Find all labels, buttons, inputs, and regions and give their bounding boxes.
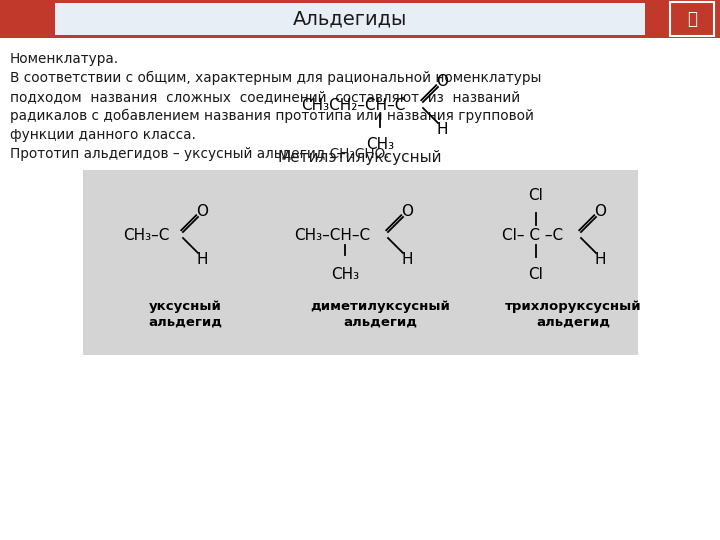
- Bar: [670, 2, 714, 36]
- Text: Альдегиды: Альдегиды: [293, 10, 408, 29]
- Text: Метилэтилуксусный: Метилэтилуксусный: [278, 150, 442, 165]
- Text: трихлоруксусный
альдегид: трихлоруксусный альдегид: [505, 300, 642, 329]
- Text: 🔌: 🔌: [687, 10, 697, 28]
- Text: CH₃CH₂–CH–C: CH₃CH₂–CH–C: [301, 98, 405, 112]
- Text: O: O: [196, 204, 208, 219]
- Text: O: O: [594, 204, 606, 219]
- Text: CH₃: CH₃: [366, 137, 394, 152]
- Text: Cl: Cl: [528, 267, 544, 282]
- Text: В соответствии с общим, характерным для рациональной номенклатуры: В соответствии с общим, характерным для …: [10, 71, 541, 85]
- Text: Cl: Cl: [528, 188, 544, 203]
- Text: Cl– C –C: Cl– C –C: [502, 227, 563, 242]
- Text: O: O: [401, 204, 413, 219]
- Text: H: H: [401, 252, 413, 267]
- Text: функции данного класса.: функции данного класса.: [10, 128, 196, 142]
- Text: диметилуксусный
альдегид: диметилуксусный альдегид: [310, 300, 450, 329]
- Bar: [55, 3, 645, 35]
- Text: O: O: [436, 73, 448, 89]
- Bar: [83, 170, 638, 355]
- Text: радикалов с добавлением названия прототипа или названия групповой: радикалов с добавлением названия прототи…: [10, 109, 534, 123]
- Text: H: H: [436, 122, 448, 137]
- Text: подходом  названия  сложных  соединений  составляют  из  названий: подходом названия сложных соединений сос…: [10, 90, 520, 104]
- Text: Номенклатура.: Номенклатура.: [10, 52, 119, 66]
- Text: CH₃–CH–C: CH₃–CH–C: [294, 227, 370, 242]
- Text: CH₃: CH₃: [331, 267, 359, 282]
- Text: CH₃–C: CH₃–C: [124, 227, 170, 242]
- Text: Прототип альдегидов – уксусный альдегид CH₃CHO.: Прототип альдегидов – уксусный альдегид …: [10, 147, 389, 161]
- Bar: [0, 0, 720, 38]
- Text: уксусный
альдегид: уксусный альдегид: [148, 300, 222, 329]
- Text: H: H: [594, 252, 606, 267]
- Text: H: H: [197, 252, 208, 267]
